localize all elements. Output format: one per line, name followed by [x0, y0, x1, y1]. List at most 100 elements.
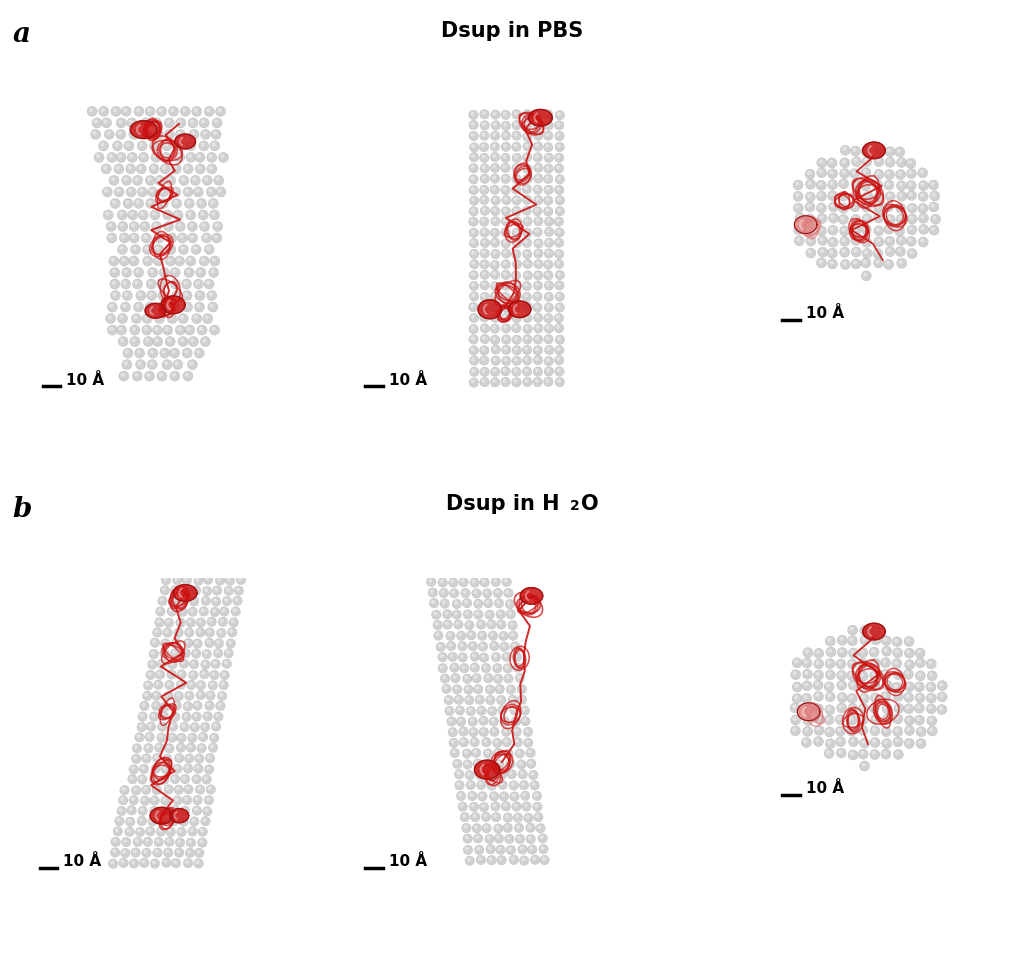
Circle shape	[477, 697, 480, 700]
Circle shape	[140, 808, 143, 811]
Circle shape	[466, 611, 468, 614]
Circle shape	[166, 224, 169, 226]
Circle shape	[485, 845, 496, 854]
Circle shape	[539, 845, 548, 853]
Circle shape	[877, 158, 880, 162]
Circle shape	[882, 636, 891, 645]
Circle shape	[504, 219, 506, 222]
Circle shape	[861, 706, 864, 709]
Circle shape	[557, 379, 560, 382]
Circle shape	[495, 741, 498, 744]
Circle shape	[166, 256, 175, 266]
Circle shape	[499, 698, 502, 700]
Circle shape	[186, 756, 189, 759]
Circle shape	[526, 741, 528, 743]
Circle shape	[201, 829, 203, 832]
Text: 10 Å: 10 Å	[806, 306, 844, 321]
Circle shape	[523, 228, 532, 237]
Circle shape	[211, 659, 220, 669]
Circle shape	[187, 850, 190, 853]
Circle shape	[120, 212, 123, 215]
Circle shape	[151, 153, 161, 162]
Circle shape	[843, 148, 846, 151]
Circle shape	[472, 261, 475, 264]
Circle shape	[224, 599, 227, 602]
Circle shape	[816, 661, 819, 664]
Circle shape	[137, 735, 140, 738]
Circle shape	[189, 659, 199, 669]
Circle shape	[138, 362, 141, 364]
Circle shape	[133, 267, 143, 278]
Circle shape	[918, 650, 921, 653]
Circle shape	[218, 190, 221, 192]
Circle shape	[479, 110, 489, 119]
Circle shape	[483, 815, 486, 817]
Circle shape	[450, 663, 459, 673]
Circle shape	[827, 248, 838, 259]
Circle shape	[194, 588, 197, 591]
Circle shape	[136, 164, 146, 174]
Circle shape	[147, 348, 158, 358]
Circle shape	[159, 304, 162, 307]
Circle shape	[796, 227, 799, 230]
Circle shape	[461, 655, 463, 657]
Circle shape	[509, 772, 512, 775]
Circle shape	[500, 708, 503, 711]
Circle shape	[839, 215, 848, 225]
Circle shape	[840, 247, 850, 258]
Circle shape	[457, 716, 466, 726]
Circle shape	[194, 764, 203, 774]
Circle shape	[862, 628, 865, 631]
Circle shape	[190, 829, 194, 832]
Circle shape	[156, 827, 166, 836]
Circle shape	[794, 225, 804, 235]
Circle shape	[226, 650, 229, 653]
Circle shape	[841, 205, 844, 209]
Circle shape	[167, 131, 170, 135]
Circle shape	[173, 796, 182, 805]
Circle shape	[808, 194, 811, 197]
Circle shape	[828, 237, 838, 247]
Circle shape	[805, 169, 815, 179]
Circle shape	[883, 713, 893, 724]
Circle shape	[458, 708, 461, 711]
Circle shape	[139, 129, 150, 139]
Circle shape	[842, 160, 845, 163]
Circle shape	[940, 694, 943, 697]
Circle shape	[511, 271, 521, 280]
Circle shape	[467, 623, 470, 625]
Circle shape	[555, 292, 564, 301]
Circle shape	[492, 794, 495, 796]
Circle shape	[481, 145, 484, 147]
Circle shape	[841, 193, 844, 196]
Circle shape	[795, 213, 805, 223]
Circle shape	[119, 256, 129, 266]
Circle shape	[805, 729, 808, 732]
Circle shape	[161, 575, 171, 585]
Circle shape	[129, 190, 132, 192]
Circle shape	[498, 706, 507, 714]
Circle shape	[523, 325, 532, 333]
Circle shape	[159, 267, 169, 278]
Circle shape	[471, 113, 474, 115]
Circle shape	[457, 791, 466, 801]
Text: Dsup in H: Dsup in H	[446, 494, 560, 514]
Circle shape	[178, 745, 181, 747]
Circle shape	[508, 602, 510, 605]
Circle shape	[536, 123, 539, 126]
Circle shape	[502, 195, 511, 205]
Circle shape	[163, 754, 172, 764]
Circle shape	[200, 746, 202, 748]
Circle shape	[457, 631, 466, 641]
Circle shape	[172, 291, 182, 300]
Circle shape	[501, 293, 510, 301]
Circle shape	[793, 705, 796, 708]
Circle shape	[554, 153, 564, 162]
Circle shape	[469, 281, 479, 291]
Circle shape	[153, 325, 163, 335]
Circle shape	[203, 586, 212, 596]
Circle shape	[837, 748, 846, 758]
Circle shape	[544, 164, 553, 173]
Circle shape	[203, 818, 206, 821]
Circle shape	[461, 588, 470, 598]
